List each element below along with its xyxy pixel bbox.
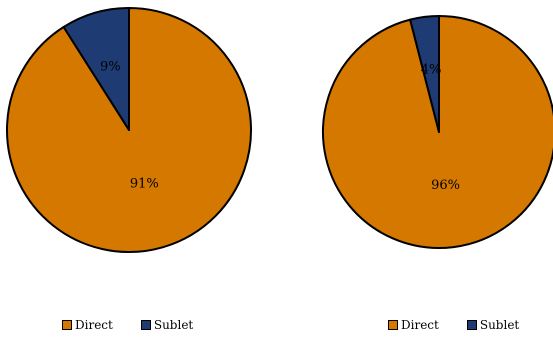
pie1-label-sublet: 9% xyxy=(100,60,121,75)
legend-item-sublet: Sublet xyxy=(466,318,520,332)
legend-item-direct: Direct xyxy=(388,318,439,332)
pie1-label-direct: 91% xyxy=(130,177,159,192)
legend-swatch-direct xyxy=(62,320,72,330)
legend-item-sublet: Sublet xyxy=(140,318,194,332)
legend-item-direct: Direct xyxy=(62,318,113,332)
legend-swatch-sublet xyxy=(466,320,477,330)
legend-label-direct: Direct xyxy=(75,318,113,332)
pie2-label-sublet: 4% xyxy=(421,63,442,78)
legend-swatch-sublet xyxy=(140,320,151,330)
legend-left: Direct Sublet xyxy=(62,318,193,332)
legend-swatch-direct xyxy=(388,320,398,330)
legend-label-sublet: Sublet xyxy=(479,318,520,332)
legend-right: Direct Sublet xyxy=(388,318,519,332)
pie1-slice-sublet xyxy=(62,7,130,131)
legend-label-direct: Direct xyxy=(401,318,439,332)
legend-label-sublet: Sublet xyxy=(153,318,194,332)
pie2-slice-sublet xyxy=(409,15,440,133)
pie2-label-direct: 96% xyxy=(431,178,460,193)
